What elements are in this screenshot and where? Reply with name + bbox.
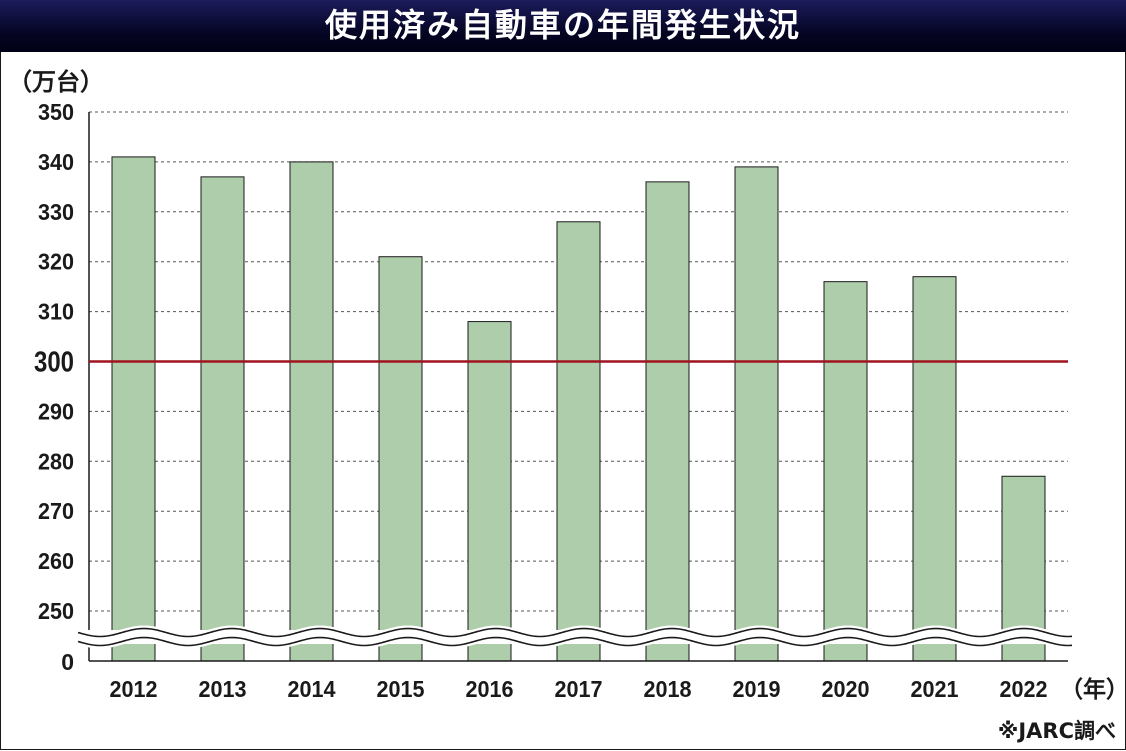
bar-2020 — [823, 281, 868, 662]
y-tick-label: 250 — [38, 598, 74, 624]
bar-2021 — [912, 276, 957, 662]
x-tick-label-2022: 2022 — [1000, 676, 1048, 702]
bars — [111, 156, 1046, 662]
x-tick-label-2016: 2016 — [466, 676, 514, 702]
x-tick-label-2014: 2014 — [288, 676, 336, 702]
y-tick-label: 310 — [38, 299, 74, 325]
bar-2015 — [378, 256, 423, 662]
y-tick-label: 270 — [38, 498, 74, 524]
bar-2019 — [734, 166, 779, 662]
x-tick-label-2021: 2021 — [911, 676, 959, 702]
y-tick-label: 300 — [34, 347, 74, 379]
x-tick-label-2012: 2012 — [110, 676, 158, 702]
x-tick-label-2019: 2019 — [733, 676, 781, 702]
bar-2016 — [467, 321, 512, 662]
source-note: ※JARC調べ — [998, 719, 1116, 743]
y-axis-unit-label: （万台） — [8, 68, 104, 96]
title-bar: 使用済み自動車の年間発生状況 — [0, 0, 1126, 52]
x-tick-label-2018: 2018 — [644, 676, 692, 702]
y-tick-label: 320 — [38, 249, 74, 275]
bar-2017 — [556, 221, 601, 662]
bar-2014 — [289, 161, 334, 662]
grid-lines — [89, 111, 1068, 612]
chart-title: 使用済み自動車の年間発生状況 — [324, 6, 801, 44]
x-tick-label-2017: 2017 — [555, 676, 603, 702]
bar-2018 — [645, 181, 690, 662]
bar-2013 — [200, 176, 245, 662]
y-tick-label: 290 — [38, 398, 74, 424]
y-tick-label: 260 — [38, 548, 74, 574]
y-tick-label: 280 — [38, 448, 74, 474]
x-tick-label-2013: 2013 — [199, 676, 247, 702]
x-tick-label-2015: 2015 — [377, 676, 425, 702]
x-axis-unit-label: （年） — [1060, 676, 1126, 703]
y-tick-label: 350 — [38, 99, 74, 125]
y-tick-label: 330 — [38, 199, 74, 225]
axis-break-line-lower — [77, 636, 1073, 647]
y-tick-labels: 350 340 330 320 310 300 290 280 270 260 250 0 — [34, 99, 74, 675]
y-tick-label-zero: 0 — [61, 649, 74, 675]
axis-break — [76, 625, 1073, 649]
x-tick-labels: 2012 2013 2014 2015 2016 2017 2018 2019 2020 2021… — [110, 676, 1048, 702]
axis-break-line-upper — [77, 627, 1073, 638]
y-tick-label: 340 — [38, 149, 74, 175]
x-tick-label-2020: 2020 — [822, 676, 870, 702]
bar-2012 — [111, 156, 156, 662]
